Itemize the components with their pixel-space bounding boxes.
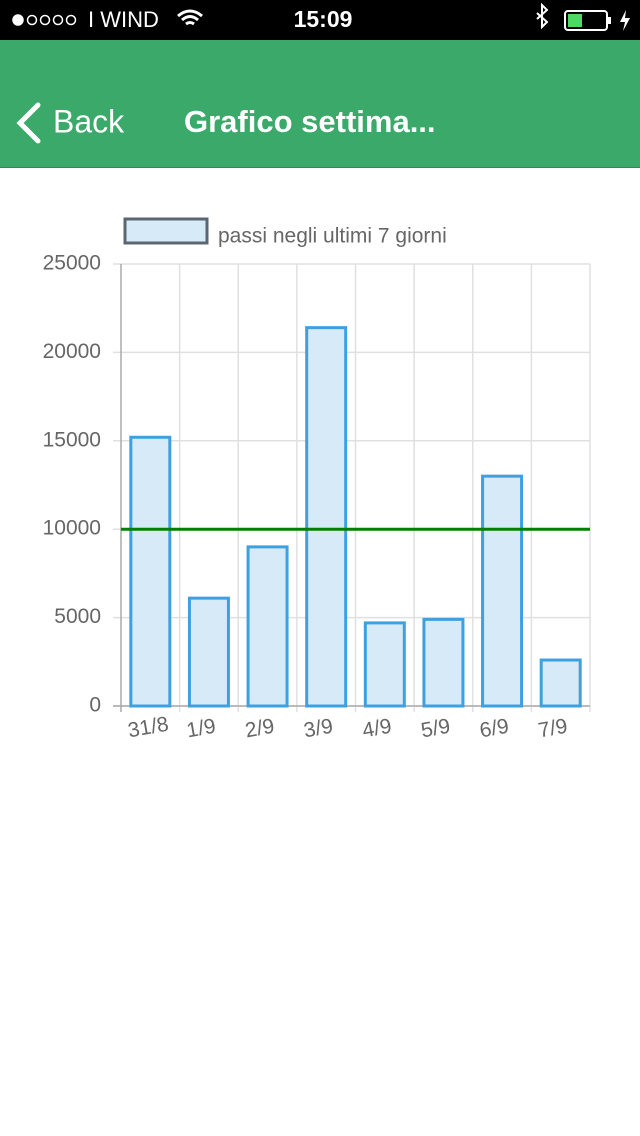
signal-dots (12, 14, 77, 26)
legend-label: passi negli ultimi 7 giorni (218, 225, 447, 248)
bar (481, 474, 524, 708)
back-chevron (16, 102, 41, 144)
bar (363, 621, 406, 708)
chart: 0 5000 10000 15000 20000 25000 31/8 1/9 2/9 3/9 4/… (43, 217, 591, 743)
nav-title: Grafico settima... (184, 104, 436, 139)
back-label[interactable]: Back (53, 103, 125, 139)
x-tick-label: 2/9 (243, 715, 276, 743)
y-tick-label: 0 (89, 694, 101, 717)
bar (129, 435, 172, 708)
bluetooth-icon (536, 2, 549, 30)
status-bar: I WIND 15:09 (0, 0, 640, 40)
x-tick-label: 4/9 (361, 715, 394, 743)
y-tick-label: 15000 (43, 428, 101, 451)
nav-content: Back Grafico settima... (16, 102, 436, 144)
x-tick-label: 7/9 (537, 715, 570, 743)
battery (564, 10, 608, 31)
x-tick-label: 31/8 (126, 713, 170, 743)
battery-level (568, 14, 582, 27)
bar (305, 326, 348, 708)
x-tick-label: 3/9 (302, 715, 335, 743)
charging-icon (620, 10, 630, 31)
bar (246, 545, 289, 708)
x-tick-label: 1/9 (185, 715, 218, 743)
back-button[interactable]: Back (16, 102, 125, 144)
bar (539, 658, 582, 708)
y-tick-label: 10000 (43, 517, 101, 540)
y-tick-label: 5000 (54, 605, 101, 628)
wifi-icon (177, 9, 203, 26)
carrier: I WIND (88, 7, 159, 32)
status-icons: I WIND 15:09 (12, 2, 630, 32)
y-tick-label: 25000 (43, 252, 101, 275)
x-tick-label: 6/9 (478, 715, 511, 743)
bar (187, 596, 230, 708)
x-tick-label: 5/9 (419, 715, 452, 743)
battery-tip (608, 17, 611, 24)
nav-bar: Back Grafico settima... (0, 40, 640, 168)
legend-swatch (123, 217, 209, 245)
clock: 15:09 (294, 6, 353, 32)
y-tick-label: 20000 (43, 340, 101, 363)
bar (422, 617, 465, 708)
